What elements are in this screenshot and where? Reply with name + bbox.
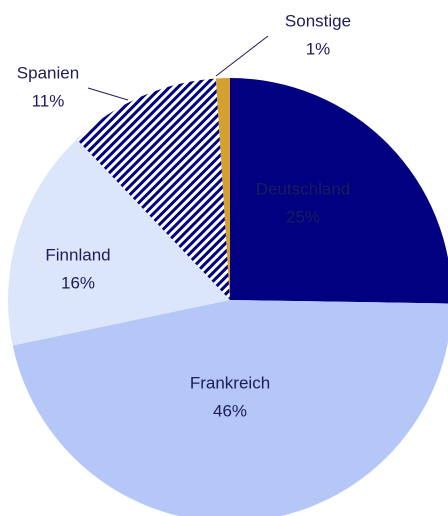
pie-slice: [8, 139, 231, 346]
slice-label: Finnland: [45, 245, 110, 264]
slice-value-label: 1%: [306, 39, 331, 58]
pie-slice: [12, 300, 448, 516]
slice-value-label: 25%: [286, 207, 320, 226]
pie-slice: [76, 78, 230, 300]
slice-label: Spanien: [17, 63, 79, 82]
pie-slice: [230, 78, 448, 304]
slice-value-label: 16%: [61, 273, 95, 292]
slice-value-label: 46%: [213, 401, 247, 420]
leader-line: [87, 87, 129, 101]
slice-value-label: 11%: [32, 91, 65, 110]
slice-label: Deutschland: [256, 179, 351, 198]
slice-label: Frankreich: [190, 373, 270, 392]
slice-label: Sonstige: [285, 11, 351, 30]
leader-line: [215, 35, 269, 77]
pie-slice: [215, 78, 230, 300]
